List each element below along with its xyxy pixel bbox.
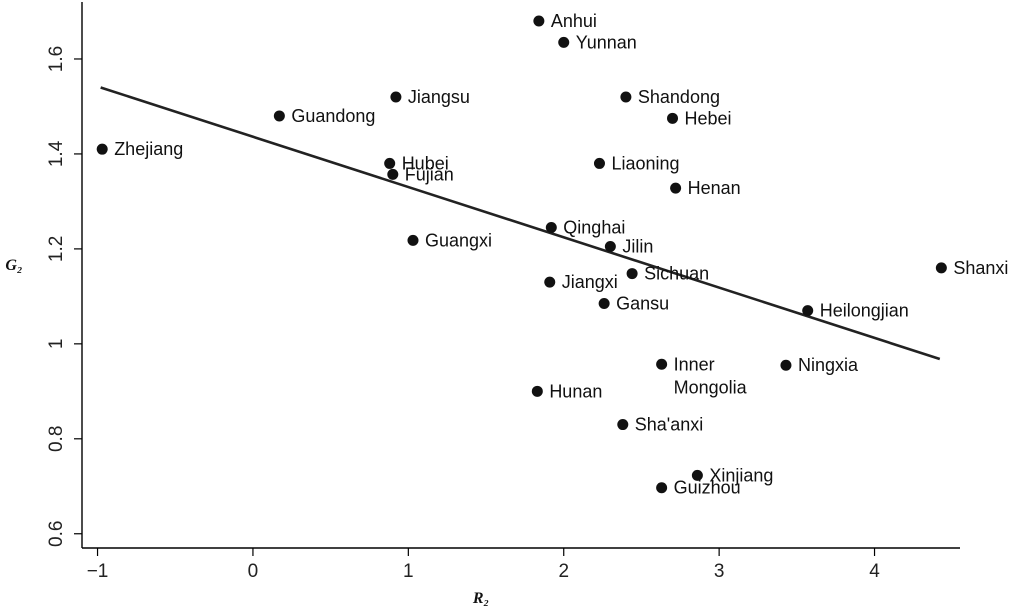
data-point [780, 359, 792, 371]
data-point [384, 157, 396, 169]
x-tick-label: −1 [87, 561, 109, 582]
point-label: Anhui [551, 11, 597, 31]
point-label: Inner Mongolia [674, 354, 748, 397]
axes: −1 0 1 2 3 4 0.6 0.8 1 1.2 1.4 1.6 [46, 2, 960, 582]
data-point [935, 262, 947, 274]
point-label: Qinghai [563, 218, 625, 238]
data-point [545, 222, 557, 234]
y-tick-label: 1.6 [46, 46, 67, 72]
x-tick-label: 3 [714, 561, 725, 582]
data-point [273, 110, 285, 122]
data-point [531, 385, 543, 397]
data-point [626, 268, 638, 280]
data-point [656, 482, 668, 494]
data-point [407, 234, 419, 246]
point-label: Shandong [638, 87, 720, 107]
point-label: Jiangsu [408, 87, 470, 107]
point-label: Hubei [402, 153, 449, 173]
y-tick-label: 1 [46, 339, 67, 350]
data-point [390, 91, 402, 103]
data-point [558, 36, 570, 48]
point-label: Jiangxi [562, 272, 618, 292]
point-label: Xinjiang [709, 465, 773, 485]
data-point [544, 276, 556, 288]
data-point [691, 469, 703, 481]
point-label: Zhejiang [114, 139, 183, 159]
fit-line [100, 86, 941, 361]
data-point [667, 112, 679, 124]
point-label: Jilin [622, 237, 653, 257]
point-label: Sha'anxi [635, 415, 703, 435]
data-point [387, 168, 399, 180]
data-point [96, 143, 108, 155]
point-label: Yunnan [576, 32, 637, 52]
point-label: Guangxi [425, 230, 492, 250]
point-label: Gansu [616, 293, 669, 313]
data-point [604, 241, 616, 253]
data-point [656, 358, 668, 370]
point-label: Guandong [291, 106, 375, 126]
data-point [533, 15, 545, 27]
data-point [598, 297, 610, 309]
point-label: Heilongjian [820, 301, 909, 321]
point-label: Hebei [685, 108, 732, 128]
x-tick-label: 2 [558, 561, 569, 582]
y-tick-label: 1.2 [46, 236, 67, 262]
x-tick-label: 0 [248, 561, 259, 582]
point-label: Hunan [549, 381, 602, 401]
data-point [617, 419, 629, 431]
data-point [802, 305, 814, 317]
x-axis-title: R₂ [472, 590, 489, 607]
point-label: Ningxia [798, 355, 859, 375]
point-label: Guizhou [674, 478, 741, 498]
data-point [620, 91, 632, 103]
data-point [593, 157, 605, 169]
point-label: Fujian [405, 164, 454, 184]
x-tick-label: 4 [869, 561, 880, 582]
fit-line-group [100, 86, 941, 361]
y-tick-label: 0.6 [46, 521, 67, 547]
y-tick-label: 0.8 [46, 426, 67, 452]
y-axis-title: G₂ [5, 257, 22, 274]
point-label: Sichuan [644, 264, 709, 284]
point-label: Henan [688, 178, 741, 198]
point-label: Liaoning [611, 153, 679, 173]
data-point [670, 182, 682, 194]
x-tick-label: 1 [403, 561, 414, 582]
point-label: Shanxi [953, 258, 1008, 278]
y-tick-label: 1.4 [46, 140, 67, 167]
